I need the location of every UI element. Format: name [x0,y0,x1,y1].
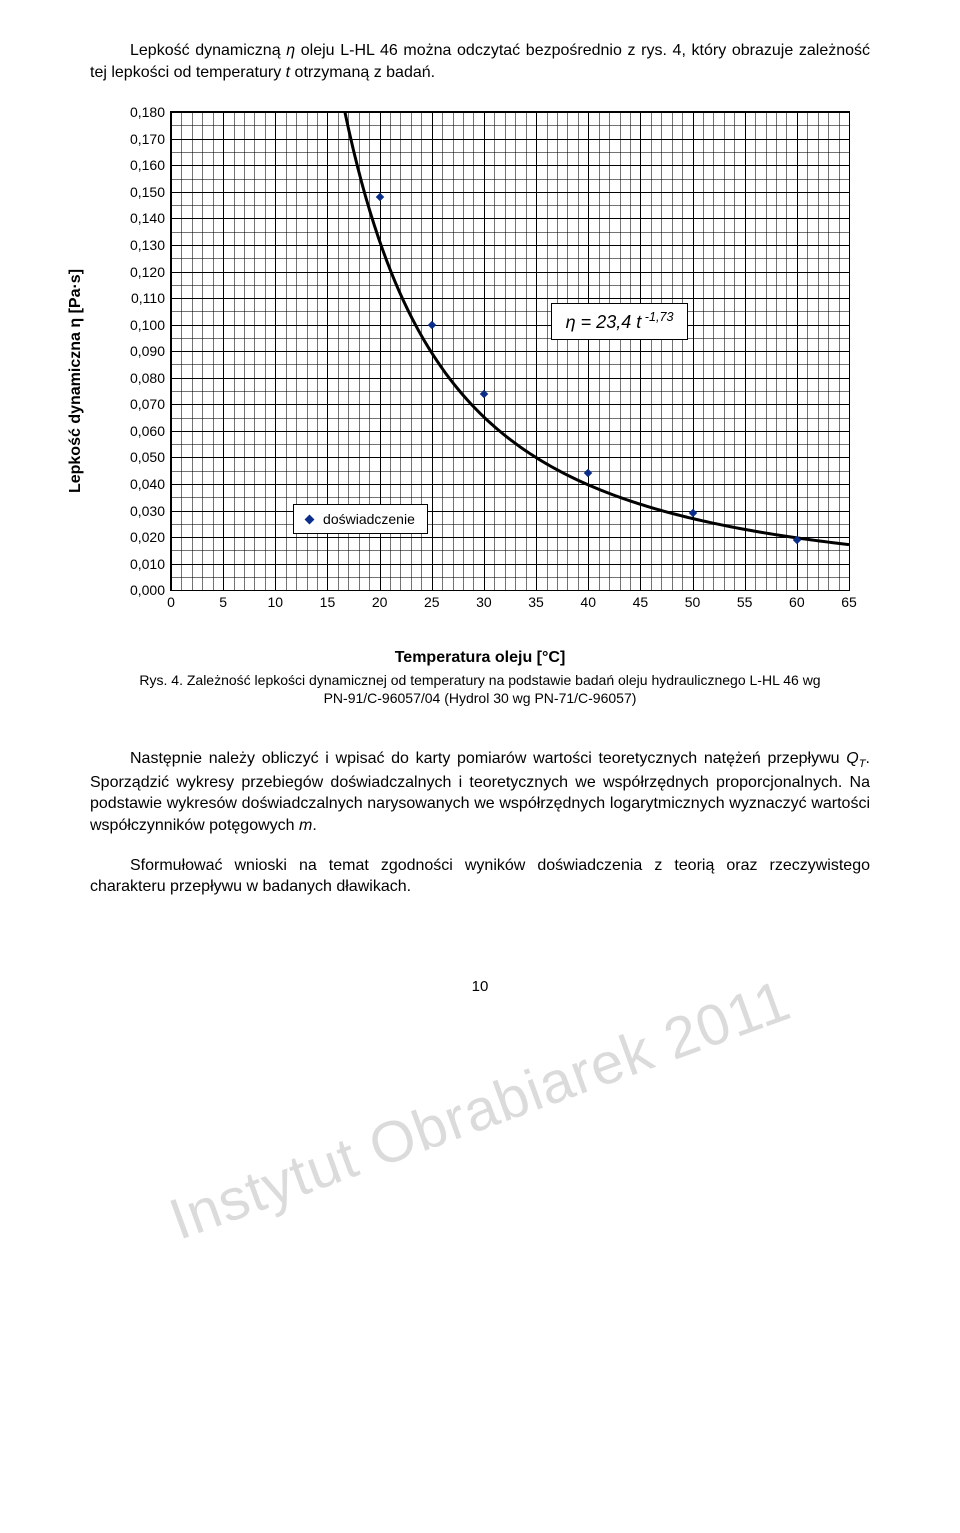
page-number: 10 [90,978,870,995]
chart-x-tick: 15 [320,590,336,610]
chart-y-tick: 0,060 [130,423,171,439]
chart-y-tick: 0,160 [130,157,171,173]
chart-legend: doświadczenie [293,504,428,534]
chart-x-tick: 5 [219,590,227,610]
chart-y-tick: 0,040 [130,476,171,492]
chart-x-tick: 50 [685,590,701,610]
chart-plot-area: 051015202530354045505560650,0000,0100,02… [170,111,850,591]
chart-data-point [375,193,383,201]
chart-y-tick: 0,030 [130,503,171,519]
chart-y-tick: 0,130 [130,237,171,253]
chart-x-tick: 20 [372,590,388,610]
chart-y-tick: 0,000 [130,582,171,598]
chart-x-tick: 65 [841,590,857,610]
chart-y-tick: 0,010 [130,556,171,572]
chart-y-tick: 0,150 [130,184,171,200]
figure-caption: Rys. 4. Zależność lepkości dynamicznej o… [130,671,830,707]
chart-x-tick: 35 [528,590,544,610]
chart-y-axis-label: Lepkość dynamiczna η [Pa·s] [67,269,85,493]
chart-y-tick: 0,120 [130,264,171,280]
chart-x-axis-label: Temperatura oleju [°C] [395,649,566,667]
chart-x-tick: 10 [268,590,284,610]
legend-marker-icon [305,514,315,524]
chart-y-tick: 0,080 [130,370,171,386]
paragraph-2: Następnie należy obliczyć i wpisać do ka… [90,748,870,837]
watermark: Instytut Obrabiarek 2011 [161,967,799,1254]
chart-y-tick: 0,180 [130,104,171,120]
chart-x-tick: 55 [737,590,753,610]
chart-formula-box: η = 23,4 t -1,73 [551,303,689,340]
chart-y-tick: 0,090 [130,343,171,359]
chart-y-tick: 0,020 [130,529,171,545]
chart-x-tick: 40 [580,590,596,610]
chart-x-tick: 60 [789,590,805,610]
page: Lepkość dynamiczną η oleju L-HL 46 można… [0,0,960,1055]
chart-y-tick: 0,050 [130,449,171,465]
chart-x-tick: 45 [633,590,649,610]
chart-x-tick: 30 [476,590,492,610]
paragraph-3: Sformułować wnioski na temat zgodności w… [90,855,870,898]
chart-y-tick: 0,100 [130,317,171,333]
intro-paragraph: Lepkość dynamiczną η oleju L-HL 46 można… [90,40,870,83]
chart-y-tick: 0,170 [130,131,171,147]
chart-data-point [428,320,436,328]
chart-y-tick: 0,140 [130,210,171,226]
chart-x-tick: 25 [424,590,440,610]
chart-y-tick: 0,070 [130,396,171,412]
legend-label: doświadczenie [323,511,415,527]
chart: Lepkość dynamiczna η [Pa·s] 051015202530… [90,101,870,661]
chart-y-tick: 0,110 [131,290,171,306]
